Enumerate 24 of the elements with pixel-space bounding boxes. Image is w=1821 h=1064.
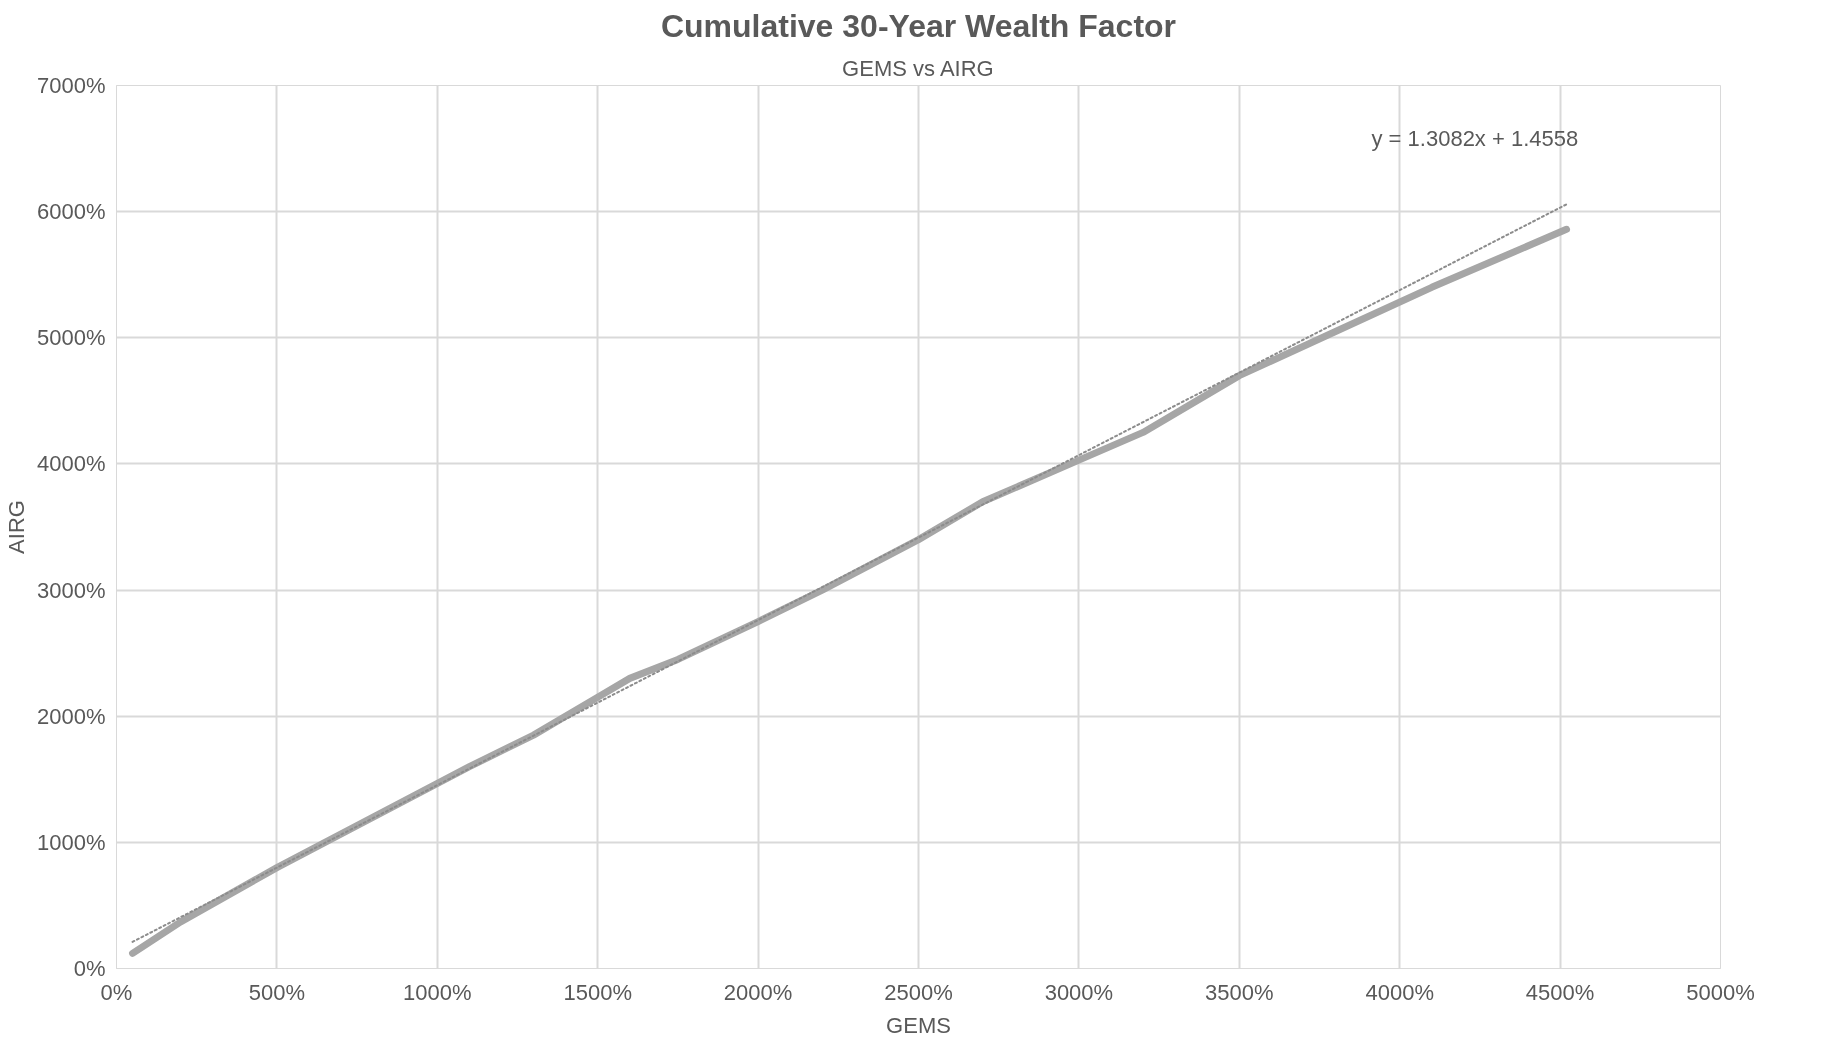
x-tick-label: 1500%: [563, 979, 632, 1005]
x-tick-label: 4000%: [1365, 979, 1434, 1005]
y-axis-title: AIRG: [4, 500, 29, 554]
x-tick-label: 1000%: [403, 979, 472, 1005]
x-tick-label: 3500%: [1205, 979, 1274, 1005]
x-tick-label: 4500%: [1525, 979, 1595, 1005]
x-tick-label: 0%: [100, 979, 133, 1005]
y-tick-label: 6000%: [37, 199, 106, 225]
x-tick-label: 3000%: [1044, 979, 1114, 1005]
y-tick-label: 3000%: [37, 577, 106, 603]
y-tick-label: 2000%: [37, 703, 106, 729]
y-tick-label: 0%: [73, 956, 106, 981]
chart-subtitle: GEMS vs AIRG: [842, 55, 994, 81]
y-tick-label: 1000%: [37, 829, 106, 855]
annotation: y = 1.3082x + 1.4558: [1371, 126, 1579, 151]
x-axis-title: GEMS: [886, 1012, 951, 1038]
chart-title: Cumulative 30-Year Wealth Factor: [660, 7, 1177, 44]
x-tick-label: 2500%: [884, 979, 953, 1005]
y-tick-label: 4000%: [37, 451, 106, 477]
x-tick-label: 2000%: [723, 979, 793, 1005]
y-tick-label: 5000%: [37, 325, 106, 351]
x-tick-label: 500%: [248, 979, 306, 1005]
y-tick-label: 7000%: [37, 73, 106, 98]
x-tick-label: 5000%: [1686, 979, 1755, 1005]
